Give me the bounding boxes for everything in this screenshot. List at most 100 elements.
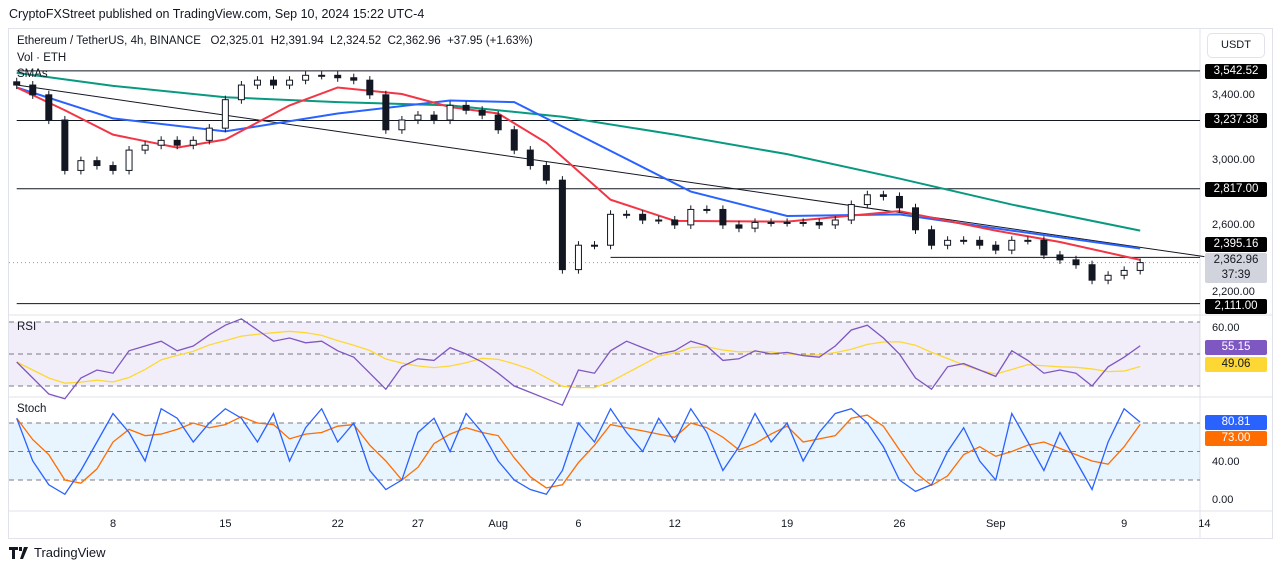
rsi-value-tag: 55.15 <box>1205 340 1267 355</box>
candle-body <box>1072 259 1080 266</box>
rsi-ma-value-tag: 49.06 <box>1205 357 1267 372</box>
candle-body <box>334 74 342 79</box>
candle-body <box>478 109 486 116</box>
candle-body <box>831 219 839 226</box>
candle-body <box>510 129 518 151</box>
candle-body <box>847 204 855 221</box>
candle-body <box>237 84 245 101</box>
candle-body <box>1040 239 1048 256</box>
ohlc-change: +37.95 (+1.63%) <box>447 35 533 47</box>
candle-body <box>623 213 631 216</box>
trendline <box>16 84 1205 258</box>
x-tick-label: Aug <box>488 518 508 530</box>
level-price-tag: 2,111.00 <box>1205 299 1267 314</box>
x-tick-label: 22 <box>332 518 344 530</box>
candle-body <box>526 149 534 167</box>
rsi-line <box>16 318 1141 407</box>
candle-body <box>751 221 759 229</box>
stoch-d-value-tag: 73.00 <box>1205 431 1267 446</box>
tradingview-logo-icon <box>9 546 28 559</box>
x-tick-label: 9 <box>1121 518 1127 530</box>
candle-body <box>976 239 984 246</box>
stoch-k-line <box>16 407 1141 496</box>
candle-body <box>1104 274 1112 281</box>
symbol-title: Ethereum / TetherUS, 4h, BINANCE <box>17 35 201 47</box>
candle-body <box>221 99 229 129</box>
sma-long-line <box>16 71 1141 232</box>
price-tick-label: 3,000.00 <box>1212 154 1255 166</box>
candle-body <box>45 94 53 121</box>
x-tick-label: 27 <box>412 518 424 530</box>
candle-body <box>542 165 550 181</box>
candle-body <box>1120 269 1128 276</box>
candle-body <box>350 77 358 81</box>
candle-body <box>960 239 968 242</box>
candle-body <box>366 79 374 96</box>
candle-body <box>494 114 502 131</box>
candle-body <box>703 208 711 211</box>
candle-body <box>382 94 390 131</box>
x-tick-label: 12 <box>669 518 681 530</box>
sma-short-line <box>16 86 1141 261</box>
last-price-tag: 2,362.96 37:39 <box>1205 253 1267 283</box>
volume-legend[interactable]: Vol · ETH <box>17 52 67 64</box>
stoch-k-value-tag: 80.81 <box>1205 415 1267 430</box>
candle-body <box>173 139 181 146</box>
symbol-legend: Ethereum / TetherUS, 4h, BINANCE O2,325.… <box>17 35 533 47</box>
candle-body <box>815 221 823 226</box>
candle-body <box>270 79 277 86</box>
candle-body <box>1136 262 1144 271</box>
candle-body <box>928 229 936 246</box>
stoch-tick-label: 40.00 <box>1212 456 1240 468</box>
x-tick-label: 6 <box>575 518 581 530</box>
candle-body <box>414 114 422 121</box>
candle-body <box>799 221 807 224</box>
candle-body <box>735 224 743 229</box>
candle-body <box>895 195 903 209</box>
x-tick-label: 15 <box>219 518 231 530</box>
candle-body <box>430 114 438 121</box>
candle-body <box>944 239 952 246</box>
candle-body <box>639 213 647 221</box>
candle-body <box>93 160 101 167</box>
candle-body <box>61 119 69 171</box>
stoch-tick-label: 0.00 <box>1212 494 1233 506</box>
candle-body <box>558 179 566 271</box>
tradingview-logo[interactable]: TradingView <box>9 545 106 560</box>
candle-body <box>1088 264 1096 281</box>
candle-body <box>462 104 470 111</box>
level-price-tag: 3,542.52 <box>1205 63 1267 79</box>
chart-frame[interactable] <box>8 28 1273 539</box>
candle-body <box>591 244 598 247</box>
level-price-tag: 2,817.00 <box>1205 181 1267 197</box>
candle-body <box>912 207 919 231</box>
candle-body <box>992 244 1000 251</box>
candle-body <box>655 219 663 222</box>
candle-body <box>1024 239 1032 242</box>
candle-body <box>1056 254 1064 261</box>
x-tick-label: 8 <box>110 518 116 530</box>
level-price-tag: 2,395.16 <box>1205 237 1267 252</box>
candle-body <box>607 213 615 246</box>
sma-legend[interactable]: SMAs <box>17 68 48 80</box>
candle-body <box>318 74 326 77</box>
candle-body <box>77 160 85 171</box>
candle-body <box>767 221 775 224</box>
candle-body <box>302 74 310 81</box>
stoch-legend[interactable]: Stoch <box>17 403 47 415</box>
ohlc-low: L2,324.52 <box>330 35 382 47</box>
candle-body <box>398 119 406 131</box>
candle-body <box>253 79 261 86</box>
x-tick-label: 14 <box>1198 518 1210 530</box>
ohlc-open: O2,325.01 <box>210 35 265 47</box>
candle-body <box>446 104 454 121</box>
rsi-legend[interactable]: RSI <box>17 321 37 333</box>
currency-button[interactable]: USDT <box>1207 33 1265 58</box>
candle-body <box>687 208 695 226</box>
ohlc-close: C2,362.96 <box>387 35 441 47</box>
candle-body <box>719 208 727 226</box>
price-tick-label: 3,400.00 <box>1212 89 1255 101</box>
sma-mid-line <box>16 86 1141 250</box>
rsi-ma-line <box>16 330 1141 389</box>
